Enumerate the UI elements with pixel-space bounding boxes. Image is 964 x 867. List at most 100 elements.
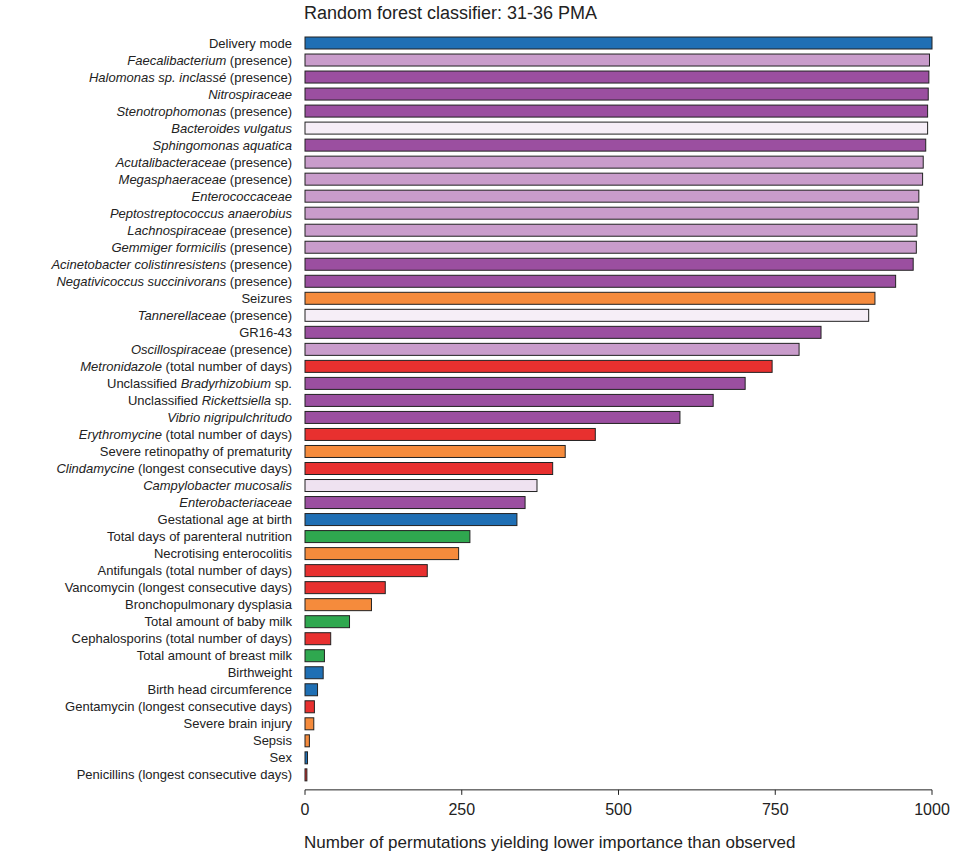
x-tick — [775, 790, 776, 795]
category-label: Acutalibacteraceae (presence) — [115, 155, 292, 170]
category-label: Vibrio nigripulchritudo — [167, 410, 292, 425]
x-tick-label: 0 — [301, 801, 310, 818]
bar — [305, 173, 923, 185]
x-axis-label: Number of permutations yielding lower im… — [304, 833, 795, 852]
category-label: Negativicoccus succinivorans (presence) — [56, 274, 292, 289]
chart-svg: Random forest classifier: 31-36 PMA Deliv… — [0, 0, 964, 867]
bar — [305, 633, 331, 645]
category-label: Total amount of baby milk — [145, 614, 293, 629]
bar — [305, 360, 772, 372]
bar — [305, 565, 427, 577]
category-label: Total days of parenteral nutrition — [107, 529, 292, 544]
category-label: Unclassified Bradyrhizobium sp. — [107, 376, 292, 391]
bar — [305, 54, 929, 66]
bar — [305, 275, 896, 287]
chart-title: Random forest classifier: 31-36 PMA — [304, 3, 597, 23]
bar — [305, 105, 928, 117]
bar — [305, 599, 371, 611]
bar — [305, 752, 308, 764]
category-label: Halomonas sp. inclassé (presence) — [89, 70, 292, 85]
category-label: Gestational age at birth — [158, 512, 292, 527]
bar — [305, 548, 459, 560]
category-label: Tannerellaceae (presence) — [138, 308, 292, 323]
bar — [305, 207, 918, 219]
bar — [305, 718, 314, 730]
category-label: Nitrospiraceae — [208, 87, 292, 102]
x-tick — [618, 790, 619, 795]
category-label: Birth head circumference — [147, 682, 292, 697]
bar — [305, 667, 323, 679]
bar — [305, 411, 680, 423]
bar — [305, 428, 595, 440]
category-label: Cephalosporins (total number of days) — [72, 631, 292, 646]
category-label: Faecalibacterium (presence) — [127, 53, 292, 68]
bar — [305, 463, 553, 475]
bar — [305, 582, 385, 594]
category-label: Unclassified Rickettsiella sp. — [128, 393, 292, 408]
category-label: Necrotising enterocolitis — [154, 546, 293, 561]
category-label: Antifungals (total number of days) — [98, 563, 292, 578]
category-label: Gentamycin (longest consecutive days) — [65, 699, 292, 714]
category-label: Sphingomonas aquatica — [153, 138, 293, 153]
category-label: Peptostreptococcus anaerobius — [110, 206, 293, 221]
bar — [305, 735, 309, 747]
category-label: Total amount of breast milk — [137, 648, 293, 663]
category-label: Erythromycine (total number of days) — [79, 427, 292, 442]
bars — [305, 37, 932, 781]
category-label: Severe retinopathy of prematurity — [100, 444, 293, 459]
category-label: Severe brain injury — [184, 716, 293, 731]
x-tick — [461, 790, 462, 795]
bar — [305, 258, 913, 270]
bar — [305, 616, 350, 628]
x-tick-label: 500 — [605, 801, 632, 818]
category-label: Seizures — [241, 291, 292, 306]
category-label: Sex — [270, 750, 293, 765]
x-tick-label: 750 — [762, 801, 789, 818]
bar — [305, 394, 713, 406]
category-label: Oscillospiraceae (presence) — [131, 342, 292, 357]
bar — [305, 224, 917, 236]
bar — [305, 88, 928, 100]
bar — [305, 190, 919, 202]
category-label: Enterococcaceae — [192, 189, 292, 204]
x-tick — [305, 790, 306, 795]
bar — [305, 684, 318, 696]
category-label: GR16-43 — [239, 325, 292, 340]
category-label: Vancomycin (longest consecutive days) — [65, 580, 292, 595]
bar — [305, 122, 928, 134]
category-label: Metronidazole (total number of days) — [80, 359, 292, 374]
bar — [305, 480, 537, 492]
category-label: Birthweight — [228, 665, 293, 680]
bar — [305, 377, 745, 389]
bar — [305, 37, 932, 49]
category-label: Stenotrophomonas (presence) — [116, 104, 292, 119]
bar — [305, 701, 314, 713]
bar — [305, 241, 916, 253]
x-axis: 02505007501000 — [301, 790, 950, 818]
bar — [305, 292, 875, 304]
category-label: Clindamycine (longest consecutive days) — [56, 461, 292, 476]
category-label: Bronchopulmonary dysplasia — [125, 597, 293, 612]
bar — [305, 326, 821, 338]
chart-container: Random forest classifier: 31-36 PMA Deliv… — [0, 0, 964, 867]
category-label: Campylobacter mucosalis — [143, 478, 292, 493]
category-labels: Delivery mode Faecalibacterium (presence)… — [50, 36, 292, 783]
bar — [305, 71, 929, 83]
category-label: Enterobacteriaceae — [179, 495, 292, 510]
bar — [305, 531, 470, 543]
bar — [305, 650, 324, 662]
x-tick — [932, 790, 933, 795]
category-label: Acinetobacter colistinresistens (presenc… — [50, 257, 292, 272]
category-label: Bacteroides vulgatus — [171, 121, 292, 136]
bar — [305, 769, 307, 781]
category-label: Megasphaeraceae (presence) — [119, 172, 292, 187]
category-label: Lachnospiraceae (presence) — [127, 223, 292, 238]
bar — [305, 309, 869, 321]
bar — [305, 156, 923, 168]
bar — [305, 139, 926, 151]
category-label: Penicillins (longest consecutive days) — [77, 767, 292, 782]
bar — [305, 497, 525, 509]
category-label: Delivery mode — [209, 36, 292, 51]
bar — [305, 514, 517, 526]
bar — [305, 343, 799, 355]
